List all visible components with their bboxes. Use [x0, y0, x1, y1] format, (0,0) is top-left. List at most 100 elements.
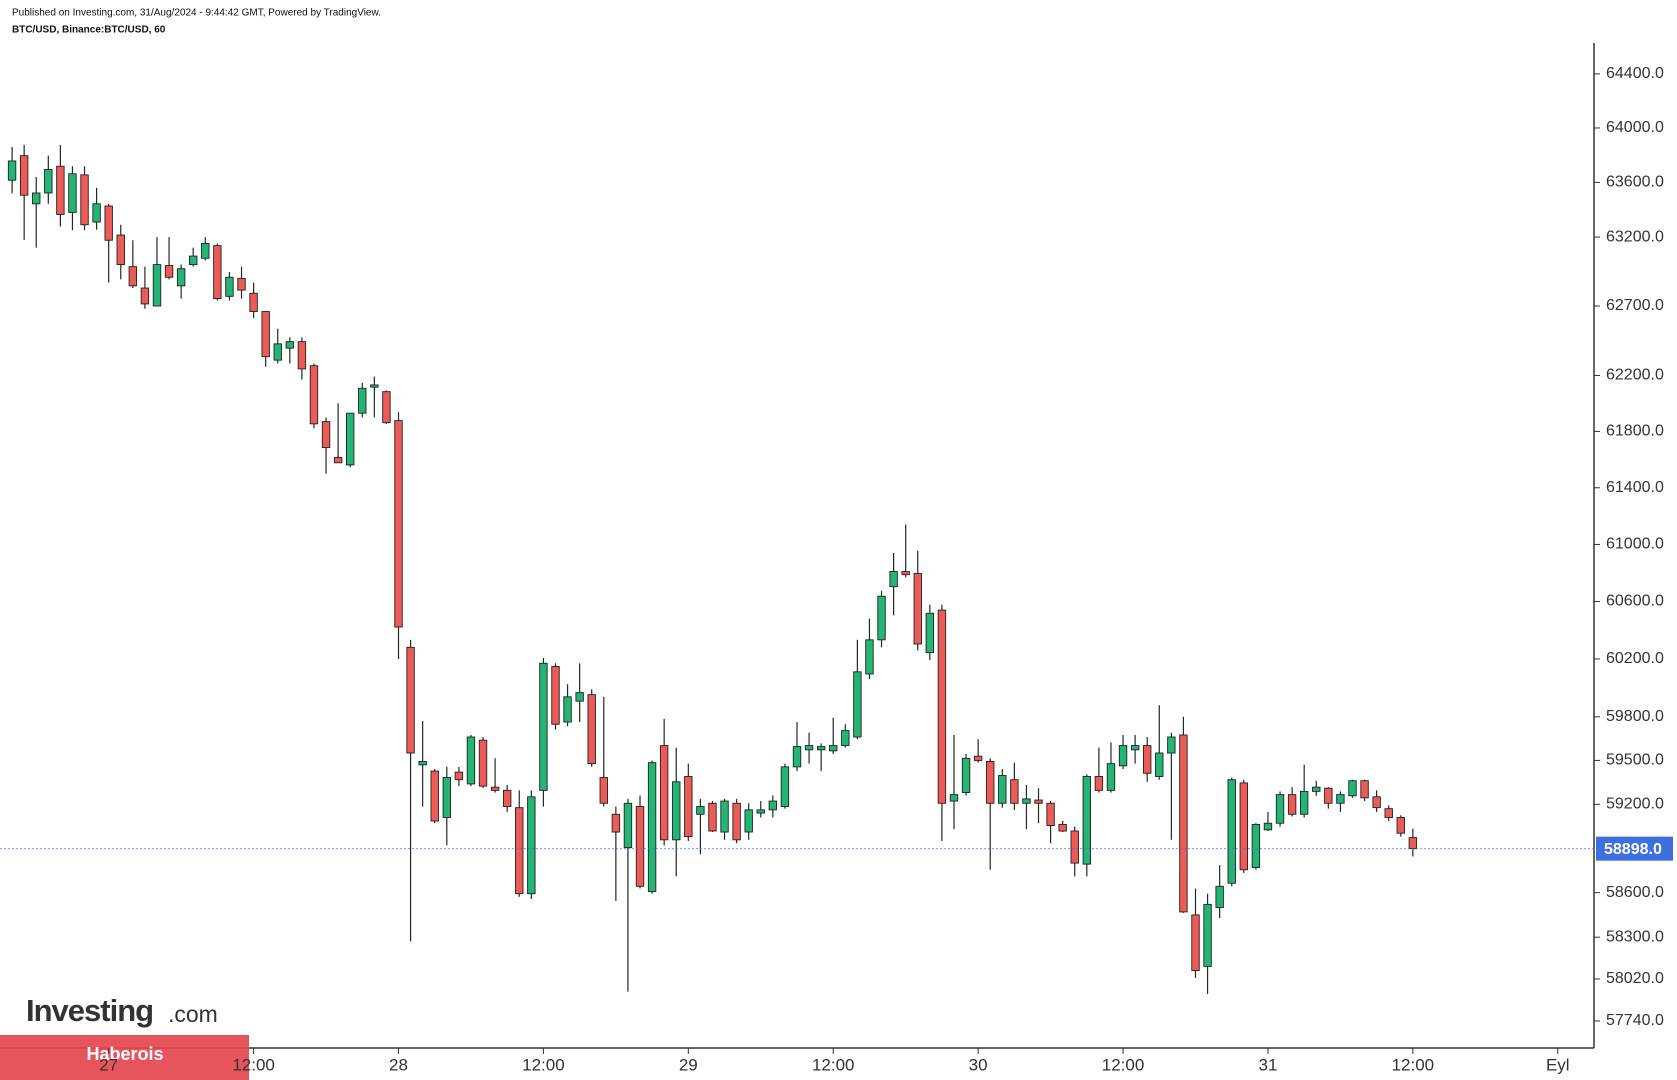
candle-body	[1070, 830, 1079, 864]
candle-body	[623, 802, 633, 849]
candle-body	[1203, 903, 1212, 967]
candle-body	[68, 173, 77, 213]
candle-body	[901, 571, 910, 576]
y-tick-label: 57740.0	[1606, 1012, 1664, 1029]
candle-body	[1215, 885, 1224, 908]
y-tick-label: 64000.0	[1606, 119, 1664, 136]
candle-body	[1408, 837, 1418, 850]
candle-body	[768, 800, 778, 811]
candle-body	[478, 739, 488, 787]
y-tick-label: 58300.0	[1606, 928, 1664, 945]
candle-body	[225, 276, 234, 297]
y-tick-label: 58020.0	[1606, 970, 1664, 987]
x-tick-label: 28	[389, 1055, 408, 1074]
candle-body	[1191, 914, 1200, 972]
candle-body	[490, 786, 500, 791]
candle-body	[1034, 799, 1043, 804]
candle-body	[1251, 823, 1261, 868]
candle-body	[925, 612, 935, 654]
candle-body	[164, 265, 174, 278]
candle-body	[201, 242, 210, 259]
badge-bg	[0, 1035, 249, 1080]
publish-note: Published on Investing.com, 31/Aug/2024 …	[12, 8, 381, 19]
candle-body	[937, 609, 947, 804]
x-tick-label: 12:00	[812, 1055, 855, 1074]
candle-body	[587, 694, 596, 765]
logo: Investing .com	[26, 993, 218, 1028]
candle-body	[285, 341, 295, 349]
candle-body	[804, 745, 814, 751]
candle-body	[659, 745, 669, 841]
y-tick-label: 60200.0	[1606, 650, 1664, 667]
logo-text: Investing	[26, 993, 153, 1028]
candle-body	[1022, 798, 1031, 804]
candle-body	[1312, 786, 1321, 792]
candle-body	[1130, 745, 1140, 751]
y-tick-label: 62700.0	[1606, 297, 1664, 314]
candle-body	[249, 292, 258, 312]
candle-body	[949, 794, 959, 802]
x-tick-label: 12:00	[522, 1055, 565, 1074]
y-tick-label: 61000.0	[1606, 536, 1664, 553]
y-tick-label: 59200.0	[1606, 796, 1664, 813]
candle-body	[56, 165, 65, 215]
candle-body	[116, 234, 125, 266]
x-tick-label: 30	[969, 1055, 988, 1074]
candle-body	[973, 755, 983, 761]
candle-body	[80, 174, 89, 226]
candle-body	[152, 264, 162, 307]
candle-body	[346, 412, 355, 466]
candle-body	[1179, 734, 1188, 913]
candle-body	[611, 813, 621, 833]
candle-body	[1263, 822, 1273, 831]
candle-body	[418, 761, 427, 766]
candle-body	[732, 802, 741, 841]
candle-body	[961, 757, 971, 794]
candle-body	[309, 365, 319, 425]
candle-body	[672, 781, 681, 841]
candle-body	[237, 277, 246, 291]
y-tick-label: 61800.0	[1606, 423, 1664, 440]
candle-body	[454, 771, 464, 781]
candle-body	[32, 192, 41, 205]
candle-body	[635, 806, 645, 887]
candle-body	[189, 255, 198, 266]
candle-body	[913, 573, 922, 645]
candle-body	[502, 789, 512, 807]
candle-body	[44, 169, 53, 194]
y-tick-label: 58600.0	[1606, 884, 1664, 901]
candle-body	[744, 809, 753, 833]
candle-body	[1275, 794, 1285, 824]
candle-body	[1094, 776, 1104, 791]
candle-body	[406, 646, 415, 754]
candle-body	[1118, 745, 1128, 767]
x-tick-label: 29	[679, 1055, 698, 1074]
candle-body	[865, 639, 874, 675]
candle-body	[575, 692, 584, 702]
candle-body	[1046, 802, 1055, 827]
y-tick-label: 64400.0	[1606, 65, 1664, 82]
candle-body	[889, 571, 898, 588]
candle-body	[1287, 794, 1297, 815]
y-tick-label: 59500.0	[1606, 752, 1664, 769]
candle-body	[394, 420, 403, 628]
candle-body	[599, 777, 608, 804]
plot	[0, 144, 1594, 994]
badge-text: Haberois	[86, 1044, 163, 1064]
candle-body	[551, 666, 560, 725]
candle-body	[176, 268, 186, 287]
candle-body	[1058, 823, 1067, 832]
x-tick-label: 27	[99, 1055, 118, 1074]
candle-body	[696, 806, 705, 815]
candle-body	[430, 770, 439, 822]
candle-body	[140, 287, 150, 305]
candle-body	[816, 746, 826, 751]
candle-body	[321, 421, 331, 449]
candle-body	[1299, 790, 1309, 815]
candle-body	[213, 245, 222, 299]
candle-body	[1324, 787, 1333, 804]
candle-body	[1143, 745, 1152, 774]
candle-body	[841, 730, 850, 747]
candle-body	[1372, 796, 1381, 809]
